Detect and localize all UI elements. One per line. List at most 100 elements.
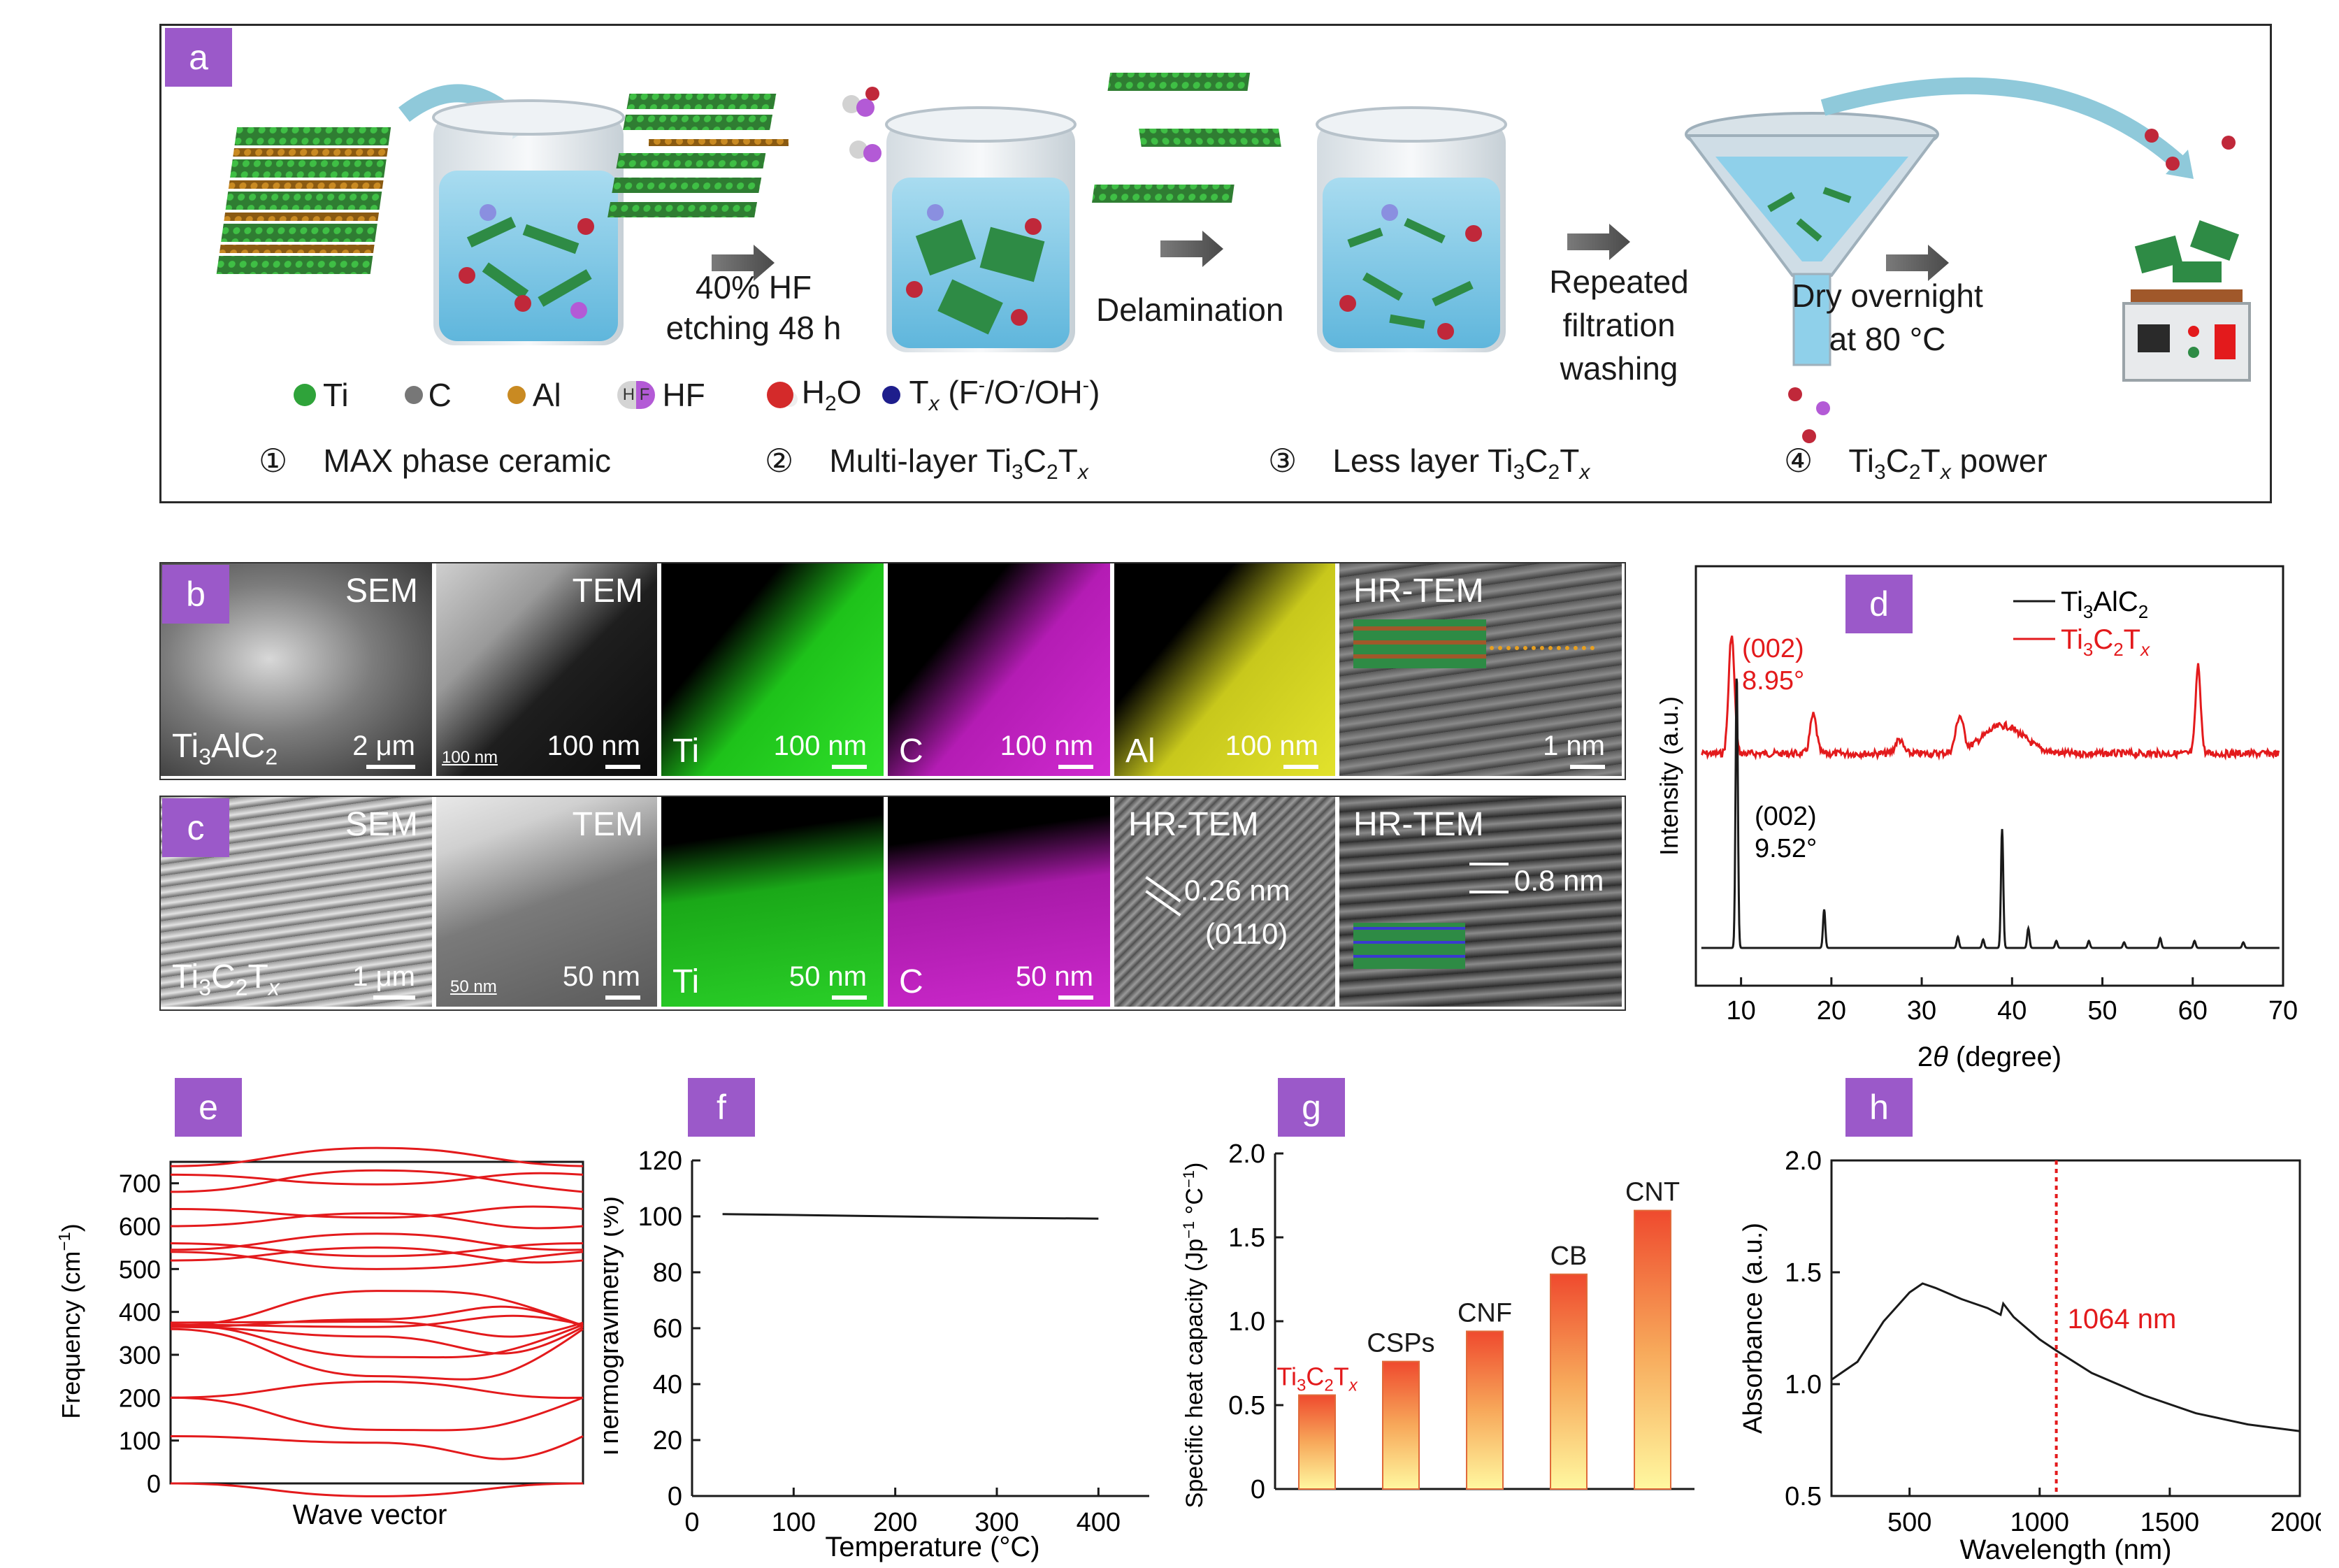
c-fringe-marker-1 bbox=[1145, 876, 1181, 902]
b-al-map: Al 100 nm bbox=[1114, 563, 1335, 776]
g-ylabel: Specific heat capacity (Jp−1 °C−1) bbox=[1180, 1163, 1208, 1509]
b-ti-map: Ti 100 nm bbox=[661, 563, 884, 776]
stage-3: ③ Less layer Ti3C2Tx bbox=[1268, 443, 1590, 484]
delaminated-sheets-illustration bbox=[1092, 73, 1281, 203]
stage-2: ② Multi-layer Ti3C2Tx bbox=[765, 443, 1088, 484]
e-band-curve bbox=[170, 1396, 584, 1432]
d-annotation-red-plane: (002) bbox=[1742, 634, 1804, 663]
g-ytick-label: 0 bbox=[1251, 1475, 1265, 1504]
e-band-curve bbox=[170, 1172, 584, 1186]
drying-label-line1: Dry overnight bbox=[1792, 278, 1983, 314]
h-marker-label: 1064 nm bbox=[2068, 1304, 2177, 1335]
hot-plate-illustration bbox=[2122, 129, 2251, 382]
d-ylabel: Intensity (a.u.) bbox=[1655, 696, 1683, 856]
al-atom-icon bbox=[507, 385, 526, 404]
g-bar bbox=[1466, 1330, 1504, 1490]
b-hrtem-image: HR-TEM 1 nm bbox=[1339, 563, 1622, 776]
b-lattice-overlay bbox=[1353, 619, 1486, 668]
atom-legend: Ti C Al H F HF H2O Tx (F-/O-/OH-) bbox=[294, 373, 1100, 416]
e-band-curve bbox=[170, 1146, 584, 1167]
e-band-curve bbox=[170, 1328, 584, 1381]
e-band-curve bbox=[170, 1246, 584, 1264]
c-tem-image: TEM 50 nm 50 nm bbox=[436, 797, 657, 1007]
c-c-scalebar: 50 nm bbox=[1016, 961, 1093, 1000]
ti-atom-icon bbox=[294, 383, 316, 406]
h-ylabel: Absorbance (a.u.) bbox=[1739, 1223, 1768, 1434]
drying-label: Dry overnight at 80 °C bbox=[1769, 274, 2006, 361]
beaker-2-illustration bbox=[885, 106, 1077, 352]
f-ytick-label: 60 bbox=[653, 1314, 682, 1344]
d-xlabel: 2θ (degree) bbox=[1917, 1042, 2061, 1072]
washing-label: Repeated filtration washing bbox=[1535, 260, 1703, 390]
d-xtick-label: 20 bbox=[1817, 996, 1846, 1026]
c-spacing-tick-bottom bbox=[1469, 891, 1509, 893]
legend-h2o: H2O bbox=[801, 374, 862, 416]
e-band-curve bbox=[170, 1169, 584, 1193]
d-xtick-label: 70 bbox=[2268, 996, 2298, 1026]
f-series-line bbox=[722, 1213, 1099, 1220]
f-ytick-label: 40 bbox=[653, 1370, 682, 1400]
f-xtick-label: 300 bbox=[974, 1508, 1019, 1537]
c-tem-small-scale: 50 nm bbox=[450, 977, 497, 996]
etching-label-line1: 40% HF bbox=[695, 269, 812, 305]
b-ti-label: Ti bbox=[672, 733, 700, 770]
b-tem-small-scale: 100 nm bbox=[442, 748, 498, 767]
stage-1: ① MAX phase ceramic bbox=[259, 443, 611, 479]
chart-d-xrd: 10 20 30 40 50 60 70 Intensity (a.u.) 2θ (degr… bbox=[1655, 565, 2298, 1072]
chart-f-tga: 0 100 200 300 400 0 20 40 60 80 100 120 Thermogravi… bbox=[604, 1146, 1149, 1562]
h-ytick-label: 1.0 bbox=[1785, 1370, 1822, 1400]
c-interlayer-spacing: 0.8 nm bbox=[1514, 864, 1604, 897]
b-sem-scalebar: 2 μm bbox=[352, 731, 415, 769]
g-bars: Ti3C2Tx CSPs CNF CB CNT bbox=[1276, 1178, 1680, 1490]
washing-label-line1: Repeated bbox=[1549, 264, 1689, 300]
g-ytick-label: 0.5 bbox=[1228, 1391, 1265, 1420]
c-ti-label: Ti bbox=[672, 963, 700, 1000]
g-ytick-label: 1.5 bbox=[1228, 1223, 1265, 1253]
g-ticks: 0 0.5 1.0 1.5 2.0 bbox=[1228, 1139, 1283, 1504]
c-d-spacing: 0.26 nm bbox=[1184, 874, 1290, 907]
legend-c: C bbox=[428, 376, 452, 413]
h-xlabel: Wavelength (nm) bbox=[1959, 1534, 2171, 1565]
g-bar-label: Ti3C2Tx bbox=[1276, 1362, 1358, 1395]
d-annotation-black-angle: 9.52° bbox=[1755, 834, 1817, 863]
termination-atom-icon bbox=[882, 385, 901, 404]
e-band-curve bbox=[170, 1242, 584, 1258]
synthesis-schematic bbox=[216, 73, 2251, 443]
panel-tag-e: e bbox=[175, 1078, 242, 1137]
panel-tag-g: g bbox=[1278, 1078, 1345, 1137]
g-bar bbox=[1382, 1360, 1420, 1490]
legend-al: Al bbox=[532, 376, 561, 413]
d-plot-frame bbox=[1694, 565, 2284, 987]
e-band-curve bbox=[170, 1482, 584, 1497]
b-hrtem-title: HR-TEM bbox=[1353, 573, 1484, 610]
h-series-line bbox=[1831, 1282, 2301, 1432]
legend-tx: Tx (F-/O-/OH-) bbox=[909, 374, 1100, 416]
c-c-label: C bbox=[899, 963, 923, 1000]
c-hrtem2-image: HR-TEM 0.8 nm bbox=[1339, 797, 1622, 1007]
g-bar bbox=[1298, 1394, 1336, 1490]
g-bar-label: CB bbox=[1550, 1242, 1588, 1271]
e-band-curve bbox=[170, 1325, 584, 1355]
c-tem-title: TEM bbox=[572, 806, 643, 843]
d-legend-ti3c2tx: Ti3C2Tx bbox=[2061, 624, 2150, 660]
e-band-curves bbox=[170, 1146, 584, 1497]
c-hrtem1-image: HR-TEM 0.26 nm (0110) bbox=[1114, 797, 1335, 1007]
etching-label: 40% HF etching 48 h bbox=[642, 267, 865, 348]
c-spacing-tick-top bbox=[1469, 863, 1509, 865]
c-hrtem2-title: HR-TEM bbox=[1353, 806, 1484, 843]
c-lattice-overlay bbox=[1353, 923, 1465, 969]
d-annotation-red-angle: 8.95° bbox=[1742, 666, 1804, 696]
d-xtick-label: 50 bbox=[2087, 996, 2117, 1026]
filtration-funnel-illustration bbox=[1685, 112, 1939, 443]
f-xtick-label: 200 bbox=[873, 1508, 917, 1537]
e-band-curve bbox=[170, 1323, 584, 1359]
g-bar bbox=[1634, 1209, 1671, 1490]
e-band-curve bbox=[170, 1305, 584, 1328]
f-ytick-label: 20 bbox=[653, 1426, 682, 1455]
b-al-label: Al bbox=[1125, 733, 1156, 770]
c-ti-scalebar: 50 nm bbox=[789, 961, 867, 1000]
g-bar-label: CSPs bbox=[1367, 1329, 1434, 1358]
f-ytick-label: 120 bbox=[638, 1146, 682, 1176]
